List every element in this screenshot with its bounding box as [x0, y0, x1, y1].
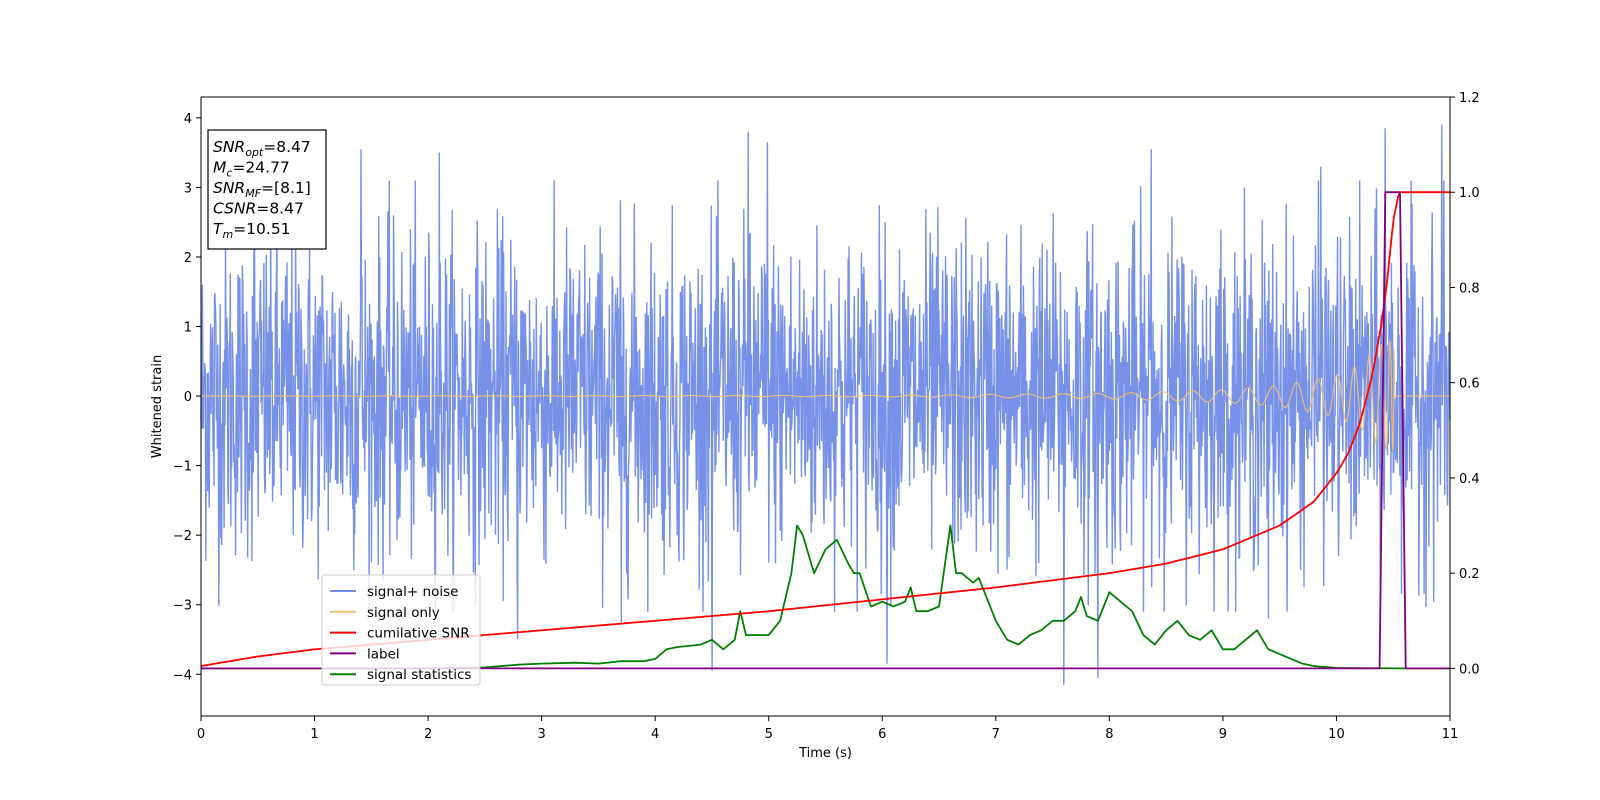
signal-plus-noise-line [200, 124, 1451, 685]
legend-frame [321, 574, 481, 686]
y-axis-left-ticks: −4 −3 −2 −1 0 1 2 3 4 [173, 112, 201, 683]
x-tick-label: 8 [1105, 727, 1113, 742]
label-line [201, 191, 1450, 670]
x-tick-label: 5 [765, 727, 773, 742]
series-signal-only [201, 339, 1450, 452]
x-tick-label: 1 [310, 727, 318, 742]
signal-only-line [201, 339, 1450, 452]
x-tick-label: 4 [651, 727, 659, 742]
x-tick-label: 9 [1219, 727, 1227, 742]
y-left-tick-label: 0 [184, 390, 192, 405]
x-tick-label: 11 [1442, 727, 1459, 742]
y-right-tick-label: 0.6 [1459, 377, 1480, 392]
y-left-tick-label: −2 [173, 529, 192, 544]
x-axis-ticks: 0 1 2 3 4 5 6 7 8 9 10 11 [197, 716, 1458, 742]
info-box-frame [207, 129, 327, 250]
legend-label: label [367, 646, 400, 662]
y-left-tick-label: 2 [184, 251, 192, 266]
legend-label: signal+ noise [367, 584, 458, 600]
y-axis-right-ticks: 0.0 0.2 0.4 0.6 0.8 1.0 1.2 [1450, 91, 1480, 677]
y-axis-label: Whitened strain [150, 355, 165, 458]
y-right-tick-label: 0.2 [1459, 567, 1480, 582]
series-label [201, 191, 1450, 670]
x-tick-label: 3 [537, 727, 545, 742]
x-tick-label: 7 [992, 727, 1000, 742]
x-axis-label: Time (s) [798, 746, 852, 761]
y-left-tick-label: 1 [184, 321, 192, 336]
x-tick-label: 10 [1328, 727, 1345, 742]
legend-label: signal statistics [367, 667, 471, 683]
info-line: Tm=10.51 [213, 220, 291, 241]
info-line: Mc=24.77 [213, 159, 290, 180]
y-right-tick-label: 1.2 [1459, 91, 1480, 106]
legend-label: cumilative SNR [367, 626, 470, 642]
y-left-tick-label: −4 [173, 668, 192, 683]
series-signal-plus-noise [200, 124, 1451, 685]
legend: signal+ noise signal only cumilative SNR la… [321, 574, 481, 686]
info-line: CSNR=8.47 [213, 200, 304, 218]
y-right-tick-label: 0.0 [1459, 662, 1480, 677]
x-tick-label: 2 [424, 727, 432, 742]
y-right-tick-label: 0.8 [1459, 281, 1480, 296]
y-right-tick-label: 1.0 [1459, 186, 1480, 201]
legend-label: signal only [367, 605, 440, 621]
legend-entries: signal+ noise signal only cumilative SNR la… [330, 584, 471, 683]
x-tick-label: 0 [197, 727, 205, 742]
info-line: SNRopt=8.47 [213, 138, 311, 159]
y-left-tick-label: −1 [173, 460, 192, 475]
y-left-tick-label: −3 [173, 599, 192, 614]
x-tick-label: 6 [878, 727, 886, 742]
y-right-tick-label: 0.4 [1459, 472, 1480, 487]
series-signal-statistics [201, 524, 1450, 670]
signal-statistics-line [201, 524, 1450, 670]
y-left-tick-label: 4 [184, 112, 192, 127]
y-left-tick-label: 3 [184, 181, 192, 196]
info-line: SNRMF=[8.1] [213, 179, 311, 200]
plot-frame [200, 96, 1451, 717]
